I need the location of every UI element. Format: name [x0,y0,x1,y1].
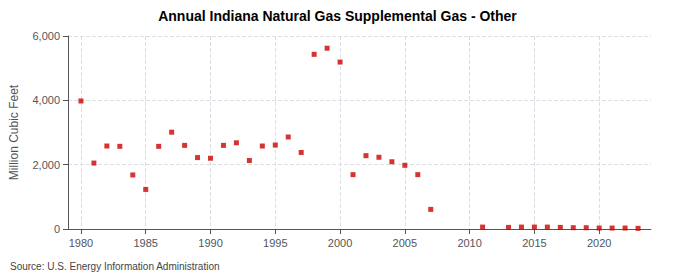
svg-text:0: 0 [54,223,60,235]
svg-text:2010: 2010 [457,237,481,249]
svg-text:Million Cubic Feet: Million Cubic Feet [7,84,21,180]
svg-text:2020: 2020 [587,237,611,249]
svg-text:1990: 1990 [198,237,222,249]
svg-text:Source: U.S. Energy Informatio: Source: U.S. Energy Information Administ… [10,261,220,272]
svg-text:2,000: 2,000 [32,159,60,171]
svg-text:Annual Indiana Natural Gas Sup: Annual Indiana Natural Gas Supplemental … [158,8,517,24]
svg-text:2000: 2000 [328,237,352,249]
svg-text:2015: 2015 [522,237,546,249]
svg-text:6,000: 6,000 [32,30,60,42]
svg-text:1995: 1995 [263,237,287,249]
svg-text:4,000: 4,000 [32,94,60,106]
svg-text:1980: 1980 [69,237,93,249]
svg-text:2005: 2005 [393,237,417,249]
svg-text:1985: 1985 [133,237,157,249]
